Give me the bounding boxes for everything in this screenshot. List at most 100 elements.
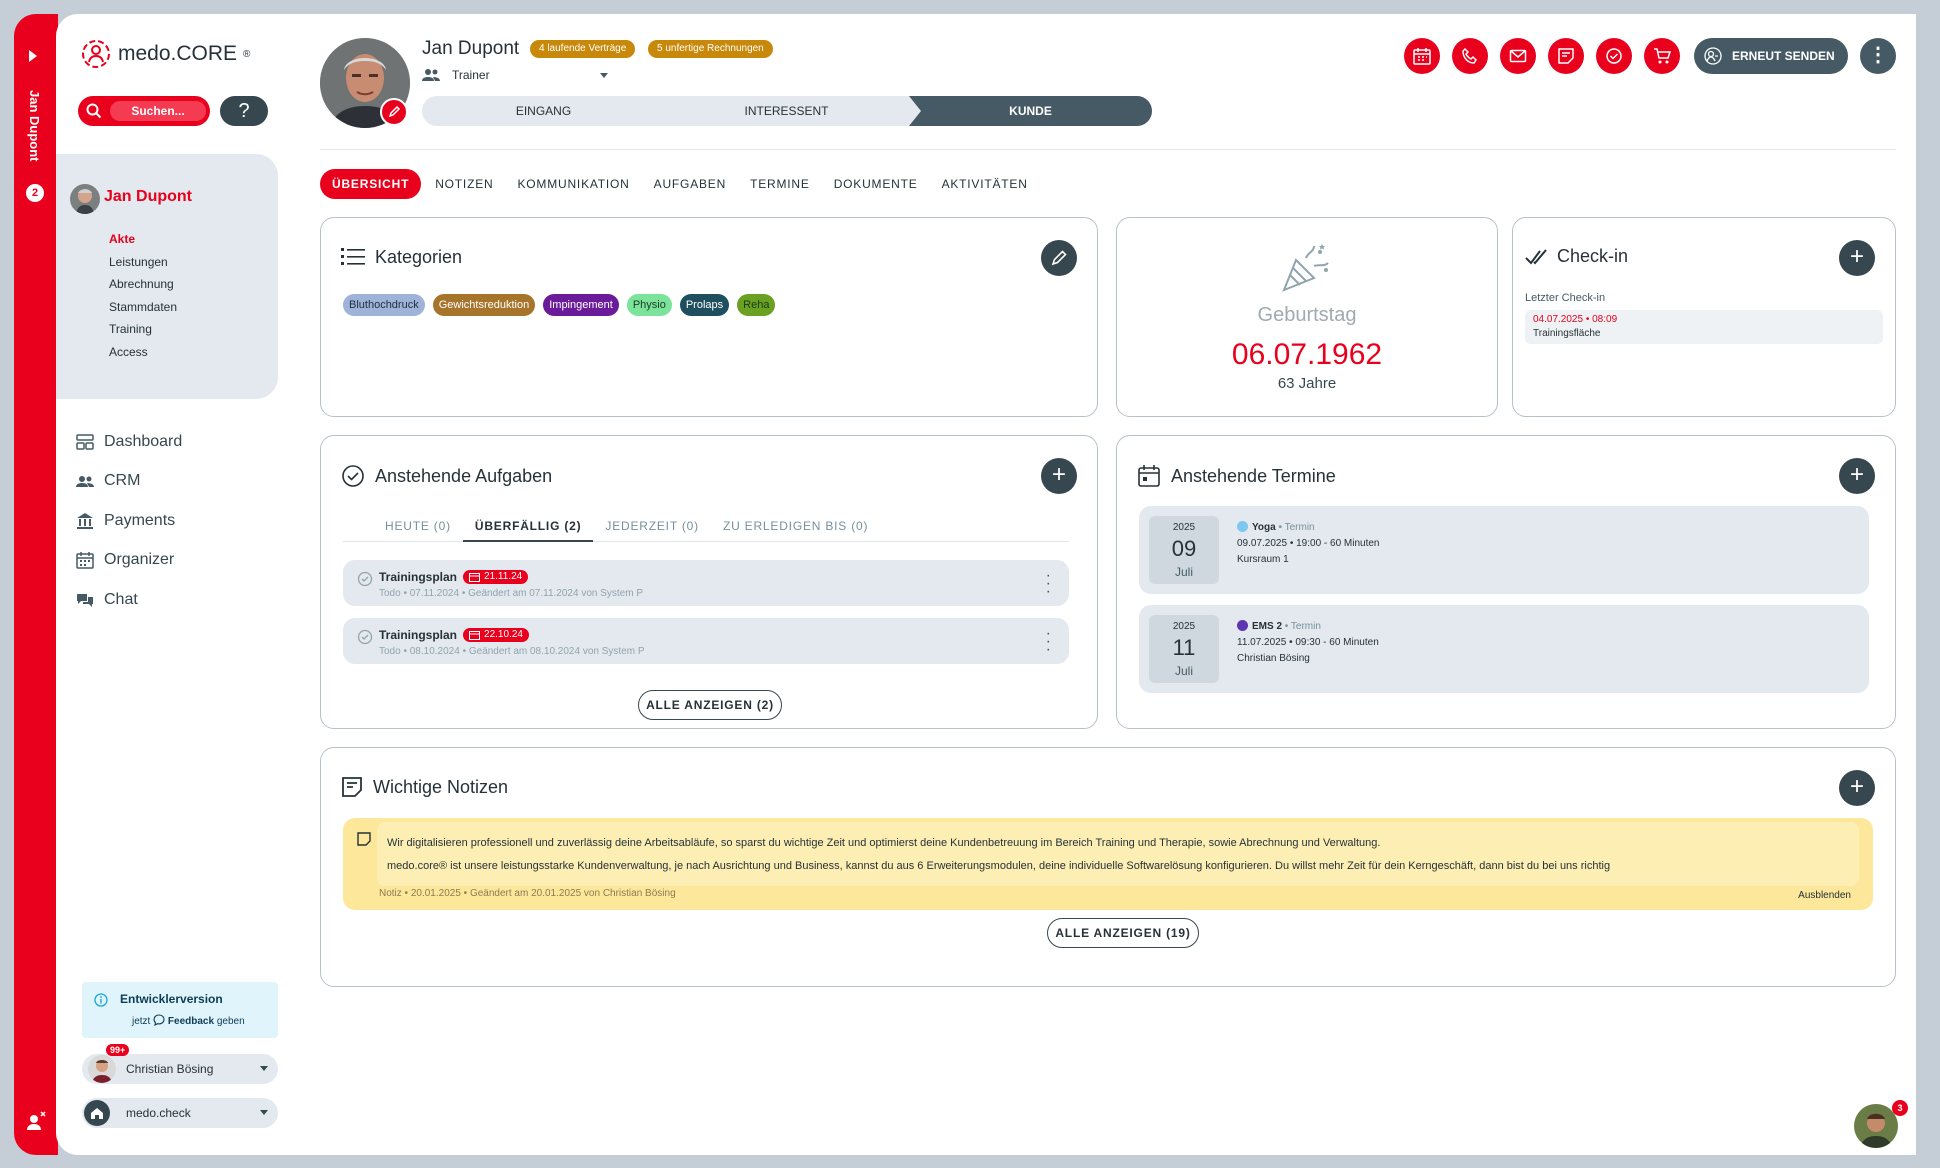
check-circle-icon[interactable]: [357, 629, 373, 645]
task-menu-icon[interactable]: · · ·: [1045, 625, 1051, 658]
appointment-color-dot: [1237, 620, 1248, 631]
category-chip[interactable]: Prolaps: [679, 294, 730, 316]
edit-categories-button[interactable]: [1041, 240, 1077, 276]
bank-icon: [77, 512, 93, 529]
contracts-badge[interactable]: 4 laufende Verträge: [530, 40, 636, 58]
current-user-select[interactable]: 99+ Christian Bösing: [82, 1044, 278, 1084]
client-avatar[interactable]: [70, 184, 100, 214]
note-button[interactable]: [1548, 38, 1584, 74]
header-divider: [320, 149, 1896, 150]
more-options-button[interactable]: ⋮: [1860, 38, 1896, 74]
rail-client-count: 2: [26, 184, 44, 202]
task-row[interactable]: Trainingsplan 22.10.24 Todo • 08.10.2024 …: [343, 618, 1069, 664]
tab-dokumente[interactable]: DOKUMENTE: [833, 177, 918, 191]
client-heading: Jan Dupont: [422, 38, 520, 59]
appointment-name: Yoga: [1252, 522, 1276, 533]
stage-kunde[interactable]: KUNDE: [909, 96, 1152, 126]
appointment-date: 2025 11 Juli: [1149, 615, 1219, 683]
appointment-item[interactable]: 2025 09 Juli Yoga • Termin 09.07.2025 • …: [1139, 506, 1869, 594]
tab-heute[interactable]: HEUTE (0): [385, 519, 451, 533]
tab-aufgaben[interactable]: AUFGABEN: [653, 177, 727, 191]
task-name: Trainingsplan 22.10.24: [379, 628, 529, 642]
help-button[interactable]: ?: [220, 96, 268, 126]
category-chip[interactable]: Bluthochdruck: [343, 294, 425, 316]
list-icon: [341, 248, 365, 265]
cart-button[interactable]: [1644, 38, 1680, 74]
calendar-icon: [1138, 465, 1160, 487]
appointment-where: Christian Bösing: [1237, 653, 1310, 664]
resend-button[interactable]: ERNEUT SENDEN: [1694, 38, 1848, 74]
client-menu-abrechnung[interactable]: Abrechnung: [109, 277, 174, 291]
category-chip[interactable]: Reha: [737, 294, 776, 316]
appointment-name: EMS 2: [1252, 621, 1283, 632]
category-chip[interactable]: Impingement: [543, 294, 619, 316]
location-select[interactable]: medo.check: [82, 1098, 278, 1128]
expand-rail-icon[interactable]: [29, 50, 37, 62]
invoices-badge[interactable]: 5 unfertige Rechnungen: [648, 40, 773, 58]
call-button[interactable]: [1452, 38, 1488, 74]
nav-dashboard[interactable]: Dashboard: [76, 422, 182, 462]
appointment-item[interactable]: 2025 11 Juli EMS 2 • Termin 11.07.2025 •…: [1139, 605, 1869, 693]
client-menu-akte[interactable]: Akte: [109, 232, 136, 246]
task-button[interactable]: [1596, 38, 1632, 74]
add-checkin-button[interactable]: +: [1839, 240, 1875, 276]
tab-kommunikation[interactable]: KOMMUNIKATION: [517, 177, 630, 191]
chevron-down-icon: [600, 73, 608, 78]
stage-eingang[interactable]: EINGANG: [515, 104, 572, 118]
nav-payments[interactable]: Payments: [76, 501, 182, 541]
categories-title-text: Kategorien: [375, 246, 463, 267]
nav-organizer-label: Organizer: [104, 551, 175, 569]
client-menu-access[interactable]: Access: [109, 344, 148, 359]
task-title: Trainingsplan: [379, 628, 458, 642]
hide-note-button[interactable]: Ausblenden: [1798, 890, 1851, 901]
floating-chat-avatar[interactable]: [1852, 1102, 1900, 1150]
note-item[interactable]: Wir digitalisieren professionell und zuv…: [343, 818, 1873, 910]
nav-chat-label: Chat: [104, 590, 138, 608]
stage-interessent[interactable]: INTERESSENT: [744, 104, 829, 118]
nav-chat[interactable]: Chat: [76, 580, 182, 620]
tab-notizen[interactable]: NOTIZEN: [435, 177, 494, 191]
search-button[interactable]: Suchen...: [78, 96, 210, 126]
role-select[interactable]: Trainer: [422, 68, 608, 82]
last-checkin-item[interactable]: 04.07.2025 • 08:09 Trainingsfläche: [1525, 310, 1883, 344]
feedback-link[interactable]: jetzt Feedback geben: [132, 1014, 266, 1027]
user-close-icon[interactable]: [24, 1110, 48, 1134]
nav-crm[interactable]: CRM: [76, 462, 182, 502]
pencil-icon: [1051, 250, 1067, 266]
category-chip[interactable]: Gewichtsreduktion: [432, 294, 536, 316]
tab-jederzeit[interactable]: JEDERZEIT (0): [605, 519, 699, 533]
email-button[interactable]: [1500, 38, 1536, 74]
calendar-action-button[interactable]: [1404, 38, 1440, 74]
note-icon: [357, 832, 371, 846]
add-note-button[interactable]: +: [1839, 770, 1875, 806]
categories-title: Kategorien: [341, 246, 462, 268]
categories-panel: Kategorien Bluthochdruck Gewichtsreduktio…: [320, 217, 1098, 417]
client-name[interactable]: Jan Dupont: [104, 188, 192, 205]
nav-organizer[interactable]: Organizer: [76, 541, 182, 581]
task-due-badge: 22.10.24: [463, 628, 529, 642]
client-menu-leistungen[interactable]: Leistungen: [109, 254, 168, 269]
checkin-datetime: 04.07.2025 • 08:09: [1533, 314, 1618, 325]
task-menu-icon[interactable]: · · ·: [1045, 567, 1051, 600]
tab-ueberfaellig[interactable]: ÜBERFÄLLIG (2): [462, 512, 594, 542]
appointment-day: 11: [1172, 635, 1196, 660]
edit-photo-button[interactable]: [380, 98, 408, 126]
tab-aktivitaeten[interactable]: AKTIVITÄTEN: [941, 177, 1028, 191]
client-photo[interactable]: [320, 38, 410, 128]
show-all-notes-button[interactable]: ALLE ANZEIGEN (19): [1047, 918, 1199, 948]
tasks-title-text: Anstehende Aufgaben: [375, 465, 553, 486]
show-all-tasks-button[interactable]: ALLE ANZEIGEN (2): [638, 690, 782, 720]
add-appointment-button[interactable]: +: [1839, 458, 1875, 494]
tab-zu-erledigen-bis[interactable]: ZU ERLEDIGEN BIS (0): [722, 519, 869, 533]
category-chip[interactable]: Physio: [626, 294, 672, 316]
rail-client-name[interactable]: Jan Dupont: [27, 90, 42, 162]
client-menu-training[interactable]: Training: [109, 322, 152, 336]
client-menu-stammdaten[interactable]: Stammdaten: [109, 299, 178, 314]
chevron-down-icon: [260, 1110, 268, 1115]
tab-termine[interactable]: TERMINE: [750, 177, 810, 191]
add-task-button[interactable]: +: [1041, 458, 1077, 494]
logo[interactable]: medo.CORE ®: [80, 38, 250, 70]
task-row[interactable]: Trainingsplan 21.11.24 Todo • 07.11.2024 …: [343, 560, 1069, 606]
check-circle-icon[interactable]: [357, 571, 373, 587]
tab-uebersicht[interactable]: ÜBERSICHT: [320, 169, 422, 199]
